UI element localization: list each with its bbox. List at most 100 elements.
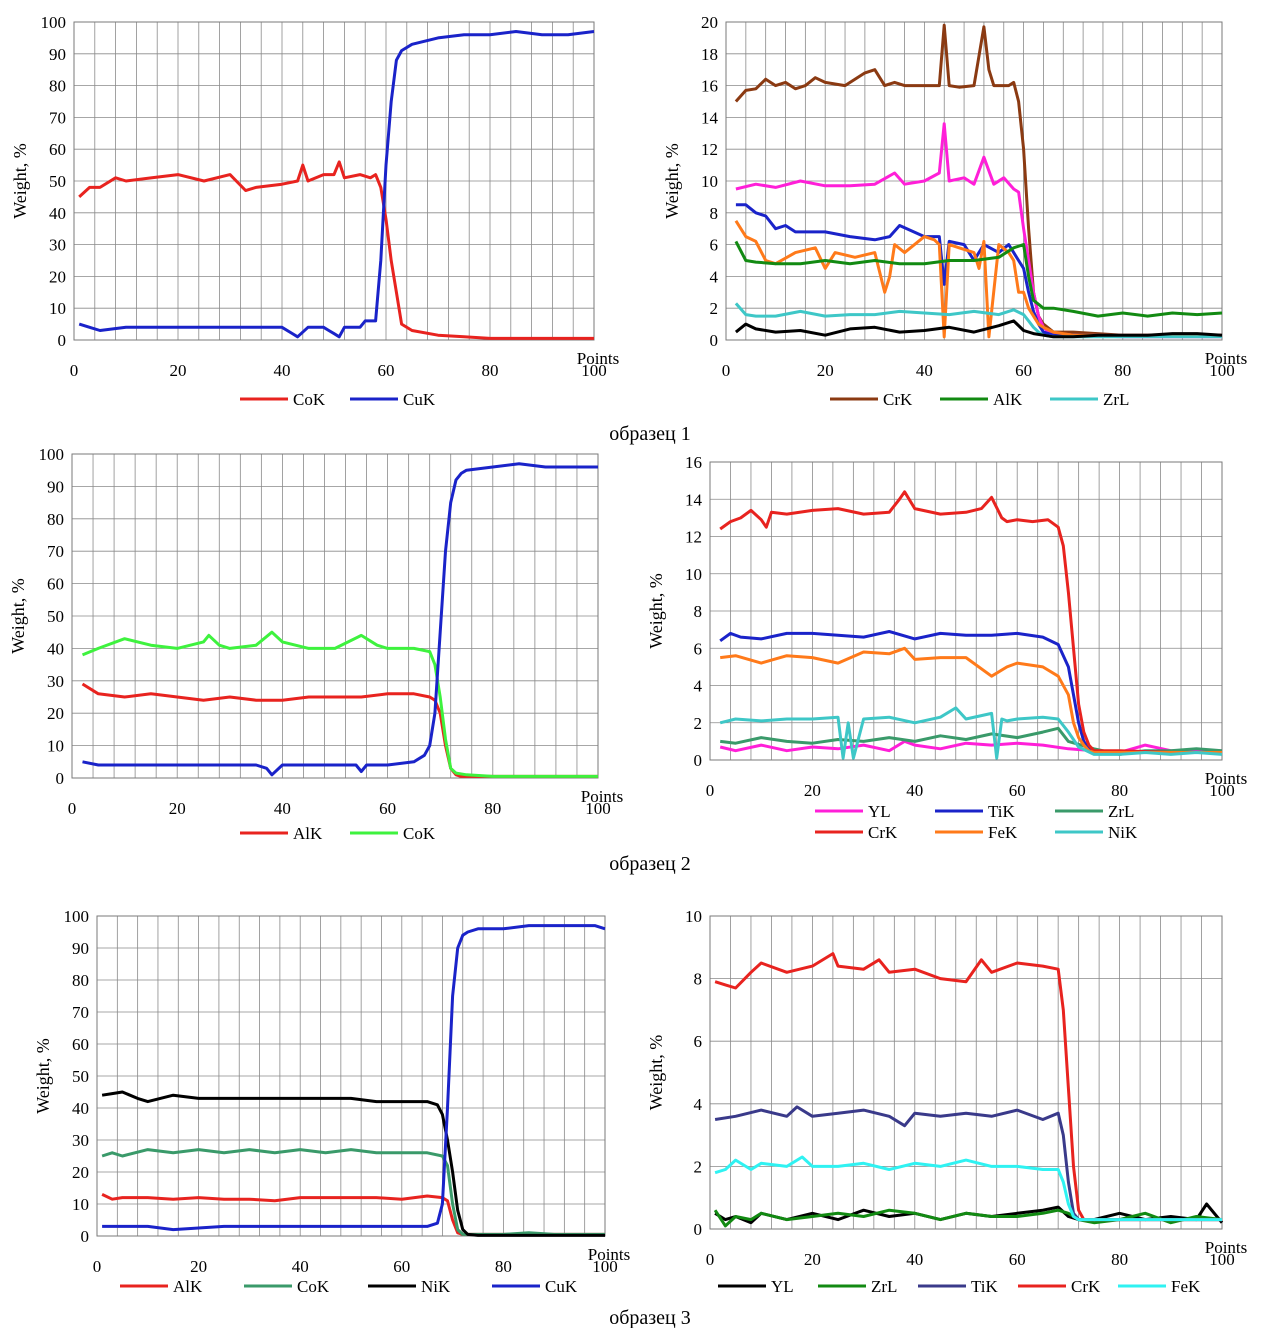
x-tick-label: 0	[68, 799, 77, 818]
y-tick-label: 4	[694, 677, 703, 696]
y-tick-label: 2	[694, 1157, 703, 1176]
legend-label-alk: AlK	[293, 824, 323, 843]
y-axis-label: Weight, %	[662, 143, 682, 219]
series-line-cok	[81, 630, 598, 778]
x-tick-label: 60	[379, 799, 396, 818]
legend-label-zrl: ZrL	[1103, 390, 1129, 409]
x-tick-label: 100	[1209, 1250, 1235, 1269]
y-tick-label: 0	[710, 331, 719, 350]
legend-label-tik: TiK	[971, 1277, 999, 1296]
y-tick-label: 4	[710, 267, 719, 286]
x-tick-label: 40	[292, 1257, 309, 1276]
x-tick-label: 40	[274, 799, 291, 818]
legend-label-fek: FeK	[988, 823, 1018, 842]
y-tick-label: 6	[694, 639, 703, 658]
legend-label-cok: CoK	[297, 1277, 330, 1296]
y-tick-label: 60	[47, 575, 64, 594]
series-line-crk	[719, 490, 1222, 754]
y-tick-label: 10	[72, 1195, 89, 1214]
series-line-cok	[78, 160, 594, 340]
series-line-nik	[101, 1090, 605, 1237]
x-tick-label: 0	[70, 361, 79, 380]
y-tick-label: 14	[701, 108, 719, 127]
x-tick-label: 60	[1009, 1250, 1026, 1269]
legend-label-tik: TiK	[988, 802, 1016, 821]
y-tick-label: 60	[49, 140, 66, 159]
x-tick-label: 60	[393, 1257, 410, 1276]
x-axis-label: Points	[581, 787, 624, 806]
legend-label-crk: CrK	[868, 823, 898, 842]
caption-sample-1: образец 1	[609, 423, 691, 445]
y-tick-label: 80	[47, 510, 64, 529]
y-tick-label: 8	[694, 602, 703, 621]
y-tick-label: 2	[710, 299, 719, 318]
series-line-crk	[714, 952, 1222, 1222]
series-line-tik	[719, 630, 1222, 754]
legend-label-cok: CoK	[403, 824, 436, 843]
y-tick-label: 50	[49, 172, 66, 191]
y-axis-label: Weight, %	[8, 578, 28, 654]
y-tick-label: 20	[701, 13, 718, 32]
legend-label-zrl: ZrL	[1108, 802, 1134, 821]
x-tick-label: 80	[1111, 781, 1128, 800]
series-line-yl	[719, 739, 1222, 754]
y-tick-label: 70	[72, 1003, 89, 1022]
legend-label-fek: FeK	[1171, 1277, 1201, 1296]
series-line-nik	[719, 706, 1223, 760]
y-tick-label: 80	[49, 77, 66, 96]
series-line-fek	[734, 220, 1222, 339]
y-tick-label: 12	[701, 140, 718, 159]
y-tick-label: 40	[49, 204, 66, 223]
y-tick-label: 80	[72, 971, 89, 990]
y-tick-label: 40	[47, 639, 64, 658]
x-tick-label: 0	[722, 361, 731, 380]
y-tick-label: 100	[41, 13, 67, 32]
x-tick-label: 40	[906, 1250, 923, 1269]
plot-area-frame	[96, 915, 606, 1237]
y-tick-label: 90	[49, 45, 66, 64]
y-tick-label: 60	[72, 1035, 89, 1054]
y-axis-label: Weight, %	[33, 1038, 53, 1114]
y-tick-label: 0	[694, 751, 703, 770]
series-line-tik	[735, 203, 1222, 337]
legend-label-crk: CrK	[883, 390, 913, 409]
y-tick-label: 10	[701, 172, 718, 191]
series-line-cok	[101, 1148, 605, 1236]
legend-label-cuk: CuK	[545, 1277, 578, 1296]
series-line-alk	[734, 240, 1223, 318]
x-tick-label: 20	[169, 799, 186, 818]
legend-label-alk: AlK	[173, 1277, 203, 1296]
series-line-crk	[734, 23, 1222, 337]
x-tick-label: 40	[906, 781, 923, 800]
legend-label-cok: CoK	[293, 390, 326, 409]
series-line-alk	[81, 682, 598, 778]
legend-label-zrl: ZrL	[871, 1277, 897, 1296]
x-tick-label: 80	[1111, 1250, 1128, 1269]
series-line-cuk	[102, 924, 606, 1232]
y-tick-label: 18	[701, 45, 718, 64]
x-tick-label: 60	[1015, 361, 1032, 380]
x-axis-label: Points	[1205, 349, 1248, 368]
x-tick-label: 80	[482, 361, 499, 380]
y-tick-label: 100	[39, 445, 65, 464]
legend-label-crk: CrK	[1071, 1277, 1101, 1296]
y-tick-label: 40	[72, 1099, 89, 1118]
y-tick-label: 4	[694, 1095, 703, 1114]
series-line-cuk	[78, 30, 595, 339]
series-line-cuk	[82, 462, 598, 777]
series-line-yl	[735, 122, 1222, 339]
series-line-fek	[720, 646, 1222, 754]
legend-label-nik: NiK	[421, 1277, 451, 1296]
y-axis-label: Weight, %	[646, 1035, 666, 1111]
y-tick-label: 90	[72, 939, 89, 958]
x-tick-label: 20	[804, 781, 821, 800]
y-tick-label: 0	[694, 1220, 703, 1239]
plot-area-frame	[725, 21, 1223, 341]
x-tick-label: 40	[916, 361, 933, 380]
x-axis-label: Points	[1205, 1238, 1248, 1257]
